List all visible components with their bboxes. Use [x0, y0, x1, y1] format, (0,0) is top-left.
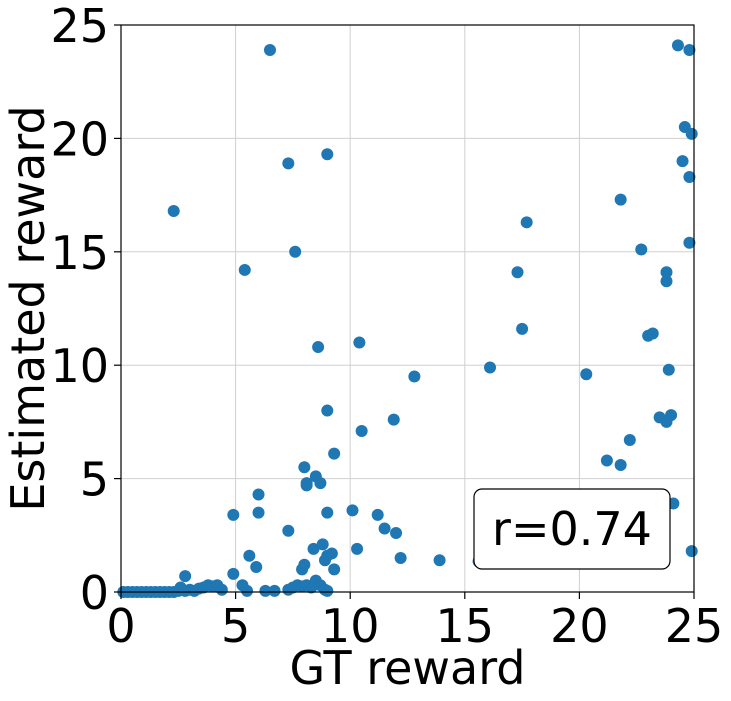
data-point: [328, 447, 341, 460]
data-point: [683, 170, 696, 183]
data-point: [321, 584, 334, 597]
x-tick-label: 5: [221, 599, 250, 653]
data-point: [321, 404, 334, 417]
data-point: [328, 563, 341, 576]
data-point: [312, 341, 325, 354]
data-point: [241, 584, 254, 597]
data-point: [282, 524, 295, 537]
correlation-annotation: r=0.74: [473, 488, 671, 570]
data-point: [238, 263, 251, 276]
annotation-box: [473, 488, 671, 570]
data-point: [259, 584, 272, 597]
y-tick-label: 15: [50, 226, 109, 280]
annotation-text: r=0.74: [492, 502, 652, 556]
data-point: [520, 216, 533, 229]
y-tick-label: 5: [80, 453, 109, 507]
data-points: [117, 39, 698, 598]
x-axis-ticks: 0 5 10 15 20 25: [106, 592, 723, 653]
data-point: [580, 368, 593, 381]
data-point: [298, 558, 311, 571]
data-point: [390, 527, 403, 540]
data-point: [378, 522, 391, 535]
data-point: [353, 336, 366, 349]
data-point: [307, 542, 320, 555]
data-point: [660, 275, 673, 288]
data-point: [614, 458, 627, 471]
data-point: [511, 266, 524, 279]
data-point: [685, 545, 698, 558]
data-point: [623, 434, 636, 447]
y-axis-label: Estimated reward: [1, 105, 55, 511]
plot-frame: [120, 24, 695, 593]
data-point: [167, 204, 180, 217]
data-point: [662, 363, 675, 376]
data-point: [321, 148, 334, 161]
y-axis-ticks: 0 5 10 15 20 25: [50, 0, 121, 620]
data-point: [646, 327, 659, 340]
data-point: [325, 547, 338, 560]
data-point: [300, 477, 313, 490]
data-point: [298, 461, 311, 474]
data-point: [215, 583, 228, 596]
data-point: [252, 506, 265, 519]
x-tick-label: 10: [321, 599, 380, 653]
data-point: [484, 361, 497, 374]
data-point: [227, 508, 240, 521]
data-point: [263, 43, 276, 56]
data-point: [355, 424, 368, 437]
data-point: [346, 504, 359, 517]
data-point: [282, 157, 295, 170]
data-point: [351, 542, 364, 555]
data-point: [671, 39, 684, 52]
y-tick-label: 25: [50, 0, 109, 53]
data-point: [676, 155, 689, 168]
data-point: [683, 43, 696, 56]
x-axis-label: GT reward: [289, 641, 525, 695]
data-point: [600, 454, 613, 467]
x-tick-label: 15: [436, 599, 495, 653]
x-tick-label: 25: [665, 599, 724, 653]
data-point: [289, 245, 302, 258]
data-point: [665, 409, 678, 422]
data-point: [227, 567, 240, 580]
data-point: [408, 370, 421, 383]
y-tick-label: 0: [80, 566, 109, 620]
x-tick-label: 0: [106, 599, 135, 653]
data-point: [685, 127, 698, 140]
data-point: [387, 413, 400, 426]
data-point: [252, 488, 265, 501]
data-point: [614, 193, 627, 206]
data-point: [371, 508, 384, 521]
data-point: [250, 561, 263, 574]
y-tick-label: 20: [50, 112, 109, 166]
data-point: [179, 570, 192, 583]
data-point: [268, 584, 281, 597]
data-point: [683, 236, 696, 249]
data-point: [243, 549, 256, 562]
data-point: [316, 538, 329, 551]
data-point: [314, 477, 327, 490]
data-point: [660, 266, 673, 279]
x-tick-label: 20: [550, 599, 609, 653]
data-point: [321, 506, 334, 519]
data-point: [394, 551, 407, 564]
data-point: [433, 554, 446, 567]
data-point: [516, 322, 529, 335]
data-point: [635, 243, 648, 256]
y-tick-label: 10: [50, 339, 109, 393]
